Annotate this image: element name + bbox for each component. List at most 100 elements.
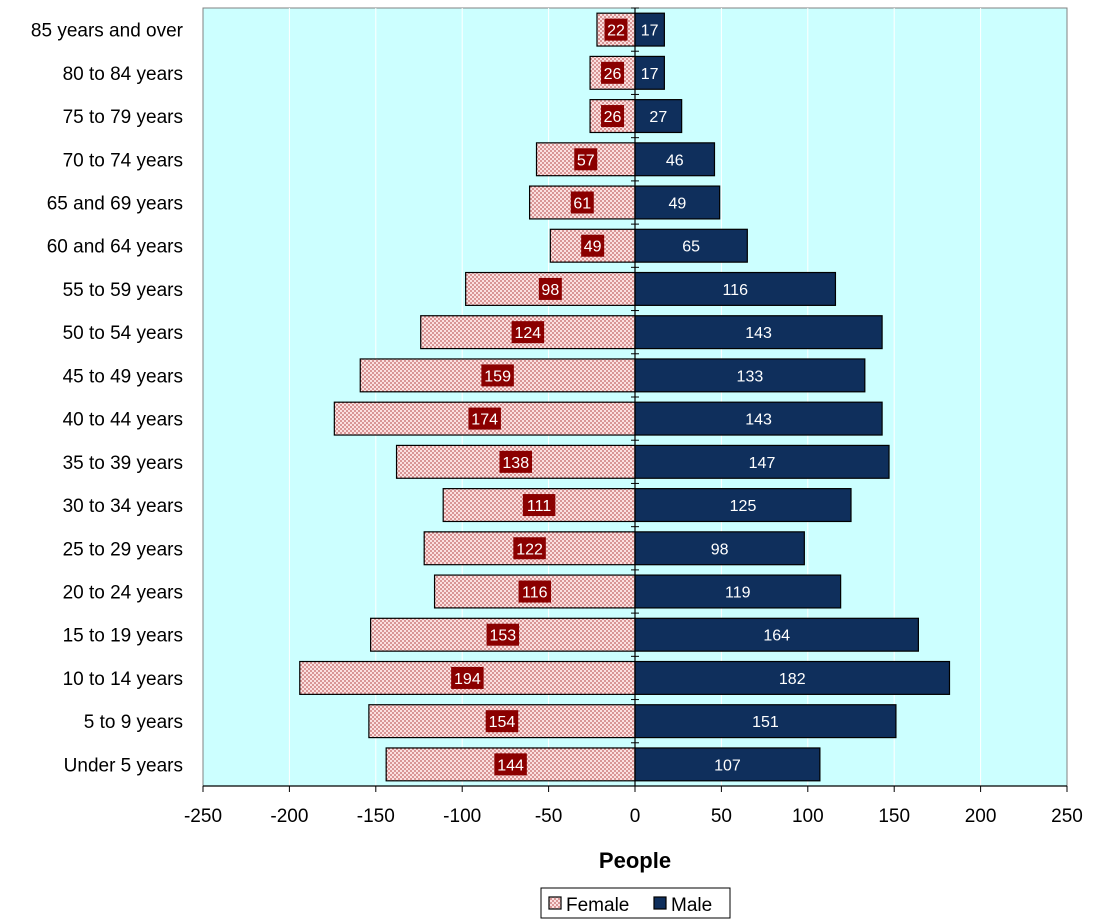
legend-label-female: Female <box>566 895 629 916</box>
data-label-female: 138 <box>502 455 529 472</box>
data-label-bg-female <box>570 191 594 214</box>
data-label-female: 194 <box>454 671 481 688</box>
data-label-bg-female <box>538 277 562 300</box>
legend-label-male: Male <box>671 895 712 916</box>
data-label-bg-female <box>481 364 514 387</box>
x-tick-label: -50 <box>535 806 562 827</box>
data-label-male: 119 <box>725 585 751 602</box>
data-label-bg-female <box>494 753 527 776</box>
data-label-male: 164 <box>763 628 790 645</box>
x-tick-label: 50 <box>711 806 732 827</box>
x-tick-label: -200 <box>270 806 308 827</box>
category-label: 70 to 74 years <box>63 150 183 171</box>
data-label-male: 65 <box>682 239 700 256</box>
x-tick-label: 100 <box>792 806 824 827</box>
x-tick-label: 250 <box>1051 806 1083 827</box>
data-label-bg-female <box>511 321 545 344</box>
bar-male <box>634 747 821 782</box>
x-axis-ticks: -250 -200 -150 -100 -50 0 50 100 150 200 250 <box>184 785 1083 827</box>
bar-male <box>634 704 897 739</box>
bar-male <box>634 401 883 436</box>
data-label-bg-female <box>451 666 484 689</box>
data-label-bg-female <box>581 234 605 257</box>
bar-male <box>634 574 842 609</box>
data-label-female: 159 <box>484 368 511 385</box>
category-label: 20 to 24 years <box>63 583 183 604</box>
bar-male <box>634 185 721 220</box>
category-label: 25 to 29 years <box>63 539 183 560</box>
category-label: 50 to 54 years <box>63 323 183 344</box>
data-label-male: 143 <box>745 412 772 429</box>
category-label: 80 to 84 years <box>63 64 183 85</box>
category-label: 55 to 59 years <box>63 280 183 301</box>
data-label-bg-female <box>513 537 546 560</box>
data-label-female: 122 <box>516 541 543 558</box>
data-label-female: 124 <box>515 325 542 342</box>
category-label: 85 years and over <box>31 21 184 42</box>
data-label-bg-female <box>601 61 625 84</box>
data-label-female: 22 <box>607 23 625 40</box>
category-label: 45 to 49 years <box>63 366 183 387</box>
x-tick-label: -250 <box>184 806 222 827</box>
data-label-female: 154 <box>489 714 516 731</box>
data-label-bg-female <box>518 580 552 603</box>
data-label-female: 116 <box>522 585 548 602</box>
category-labels: Under 5 years 5 to 9 years 10 to 14 years 1… <box>31 21 184 777</box>
data-label-bg-female <box>574 148 598 171</box>
data-label-male: 46 <box>666 152 684 169</box>
legend: Female Male <box>540 887 731 919</box>
data-label-bg-female <box>522 494 556 517</box>
data-label-bg-female <box>499 450 533 473</box>
data-label-female: 49 <box>584 239 602 256</box>
data-label-female: 61 <box>573 196 591 213</box>
x-tick-label: -100 <box>443 806 481 827</box>
category-label: 65 and 69 years <box>47 194 183 215</box>
category-label: 75 to 79 years <box>63 107 183 128</box>
bar-male <box>634 617 919 652</box>
x-axis-label: People <box>599 848 671 873</box>
data-label-male: 143 <box>745 325 772 342</box>
category-label: 35 to 39 years <box>63 453 183 474</box>
data-label-female: 98 <box>541 282 559 299</box>
bar-male <box>634 228 748 263</box>
data-label-bg-female <box>486 623 520 646</box>
data-label-bg-female <box>604 18 628 41</box>
data-label-female: 57 <box>577 152 595 169</box>
data-label-male: 133 <box>737 368 764 385</box>
data-label-male: 182 <box>779 671 806 688</box>
category-label: 10 to 14 years <box>63 669 183 690</box>
category-label: 5 to 9 years <box>84 712 183 733</box>
bars: 144 107 154 151 194 182 153 164 116 119 122 98 111 12… <box>299 7 951 787</box>
bar-male <box>634 444 890 479</box>
bar-male <box>634 358 866 393</box>
legend-box <box>540 887 731 919</box>
data-label-bg-female <box>601 105 625 128</box>
dotted-square-icon <box>548 896 562 910</box>
data-label-male: 17 <box>641 23 659 40</box>
solid-square-icon <box>653 896 667 910</box>
data-label-female: 153 <box>489 628 516 645</box>
data-label-male: 151 <box>752 714 779 731</box>
data-label-male: 17 <box>641 66 659 83</box>
data-label-female: 26 <box>604 109 622 126</box>
bar-male <box>634 55 665 90</box>
data-label-female: 144 <box>497 757 524 774</box>
data-label-male: 125 <box>730 498 757 515</box>
x-tick-label: 150 <box>878 806 910 827</box>
data-label-female: 26 <box>604 66 622 83</box>
category-label: 15 to 19 years <box>63 626 183 647</box>
data-label-bg-female <box>485 710 519 733</box>
category-label: 40 to 44 years <box>63 410 183 431</box>
bar-male <box>634 531 805 566</box>
x-tick-label: 200 <box>965 806 997 827</box>
data-label-female: 174 <box>471 412 498 429</box>
x-tick-label: 0 <box>630 806 641 827</box>
data-label-male: 147 <box>749 455 776 472</box>
data-label-male: 116 <box>722 282 748 299</box>
data-label-male: 49 <box>668 196 686 213</box>
category-label: Under 5 years <box>64 755 183 776</box>
data-label-bg-female <box>468 407 501 430</box>
data-label-female: 111 <box>527 498 551 515</box>
gridlines <box>288 8 982 786</box>
